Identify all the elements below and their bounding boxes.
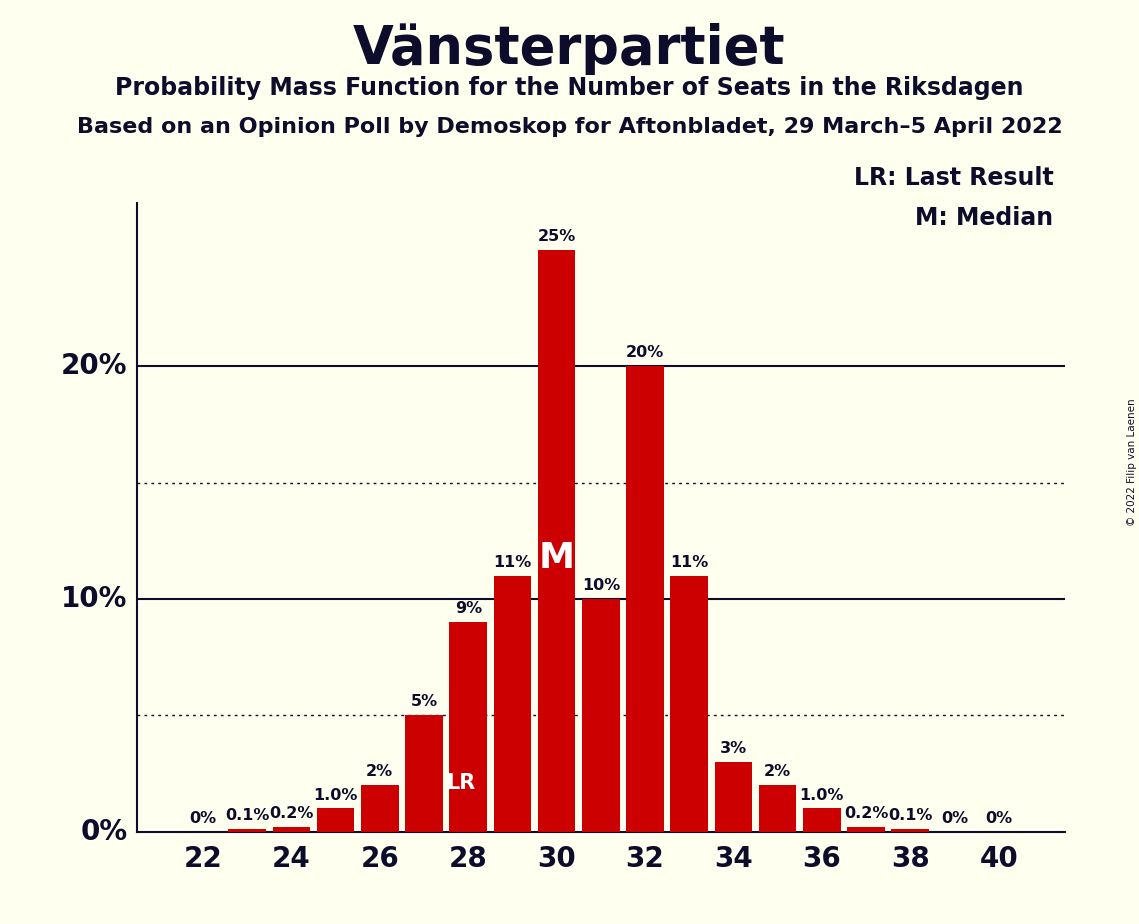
Bar xyxy=(272,827,310,832)
Text: 3%: 3% xyxy=(720,741,747,756)
Text: 10%: 10% xyxy=(62,585,128,613)
Bar xyxy=(317,808,354,832)
Text: 0.1%: 0.1% xyxy=(888,808,933,823)
Text: 11%: 11% xyxy=(670,554,708,570)
Text: 0%: 0% xyxy=(80,818,128,845)
Text: 10%: 10% xyxy=(582,578,620,593)
Text: LR: LR xyxy=(446,772,475,793)
Text: 9%: 9% xyxy=(454,602,482,616)
Text: 0%: 0% xyxy=(985,810,1013,826)
Text: 0%: 0% xyxy=(189,810,216,826)
Text: 0.1%: 0.1% xyxy=(226,808,270,823)
Text: 2%: 2% xyxy=(367,764,393,779)
Text: LR: Last Result: LR: Last Result xyxy=(854,166,1054,190)
Bar xyxy=(493,576,531,832)
Bar xyxy=(582,599,620,832)
Text: 20%: 20% xyxy=(626,346,664,360)
Text: 5%: 5% xyxy=(410,695,437,710)
Bar xyxy=(626,366,664,832)
Bar xyxy=(671,576,708,832)
Text: Vänsterpartiet: Vänsterpartiet xyxy=(353,23,786,75)
Text: Probability Mass Function for the Number of Seats in the Riksdagen: Probability Mass Function for the Number… xyxy=(115,76,1024,100)
Text: 0.2%: 0.2% xyxy=(269,806,313,821)
Text: 25%: 25% xyxy=(538,229,575,244)
Bar xyxy=(450,622,487,832)
Bar xyxy=(847,827,885,832)
Text: 2%: 2% xyxy=(764,764,792,779)
Bar xyxy=(759,785,796,832)
Bar xyxy=(405,715,443,832)
Text: M: M xyxy=(539,541,574,575)
Text: 1.0%: 1.0% xyxy=(800,787,844,803)
Text: 0%: 0% xyxy=(941,810,968,826)
Text: Based on an Opinion Poll by Demoskop for Aftonbladet, 29 March–5 April 2022: Based on an Opinion Poll by Demoskop for… xyxy=(76,117,1063,138)
Text: 11%: 11% xyxy=(493,554,532,570)
Text: 20%: 20% xyxy=(60,352,128,380)
Bar xyxy=(361,785,399,832)
Text: M: Median: M: Median xyxy=(916,206,1054,230)
Bar xyxy=(892,829,929,832)
Bar xyxy=(229,829,267,832)
Bar xyxy=(538,249,575,832)
Bar xyxy=(803,808,841,832)
Bar xyxy=(714,761,752,832)
Text: © 2022 Filip van Laenen: © 2022 Filip van Laenen xyxy=(1126,398,1137,526)
Text: 0.2%: 0.2% xyxy=(844,806,888,821)
Text: 1.0%: 1.0% xyxy=(313,787,358,803)
